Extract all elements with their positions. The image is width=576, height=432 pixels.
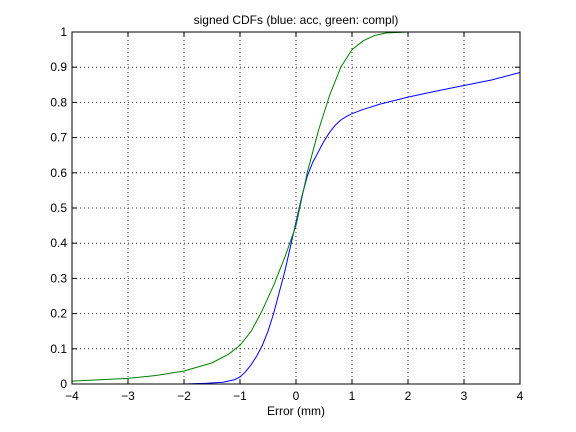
x-tick-label: 1 [349, 389, 356, 403]
grid-lines [72, 32, 520, 384]
x-tick-label: 2 [405, 389, 412, 403]
y-tick-label: 0.6 [50, 166, 67, 180]
x-tick-label: 3 [461, 389, 468, 403]
series-group [71, 31, 521, 385]
axis-ticks [71, 31, 521, 385]
y-tick-label: 0.7 [50, 131, 67, 145]
y-tick-label: 0.1 [50, 342, 67, 356]
y-tick-label: 0.3 [50, 271, 67, 285]
x-tick-labels: −4 −3 −2 −1 0 1 2 3 4 [65, 389, 524, 403]
y-tick-label: 0.9 [50, 60, 67, 74]
x-axis-label: Error (mm) [267, 404, 325, 418]
x-tick-label: −4 [65, 389, 79, 403]
y-tick-label: 0.2 [50, 307, 67, 321]
y-tick-label: 0.4 [50, 236, 67, 250]
x-tick-label: 0 [293, 389, 300, 403]
x-tick-label: 4 [517, 389, 524, 403]
series-line-2 [71, 31, 464, 382]
y-tick-label: 0.8 [50, 95, 67, 109]
y-tick-label: 0 [60, 377, 67, 391]
chart-title: signed CDFs (blue: acc, green: compl) [194, 13, 399, 27]
x-tick-label: −3 [121, 389, 135, 403]
x-tick-label: −2 [177, 389, 191, 403]
series-line-1 [72, 71, 521, 385]
y-tick-labels: 0 0.1 0.2 0.3 0.4 0.5 0.6 0.7 0.8 0.9 1 [50, 25, 67, 391]
y-tick-label: 1 [60, 25, 67, 39]
y-tick-label: 0.5 [50, 201, 67, 215]
x-tick-label: −1 [233, 389, 247, 403]
